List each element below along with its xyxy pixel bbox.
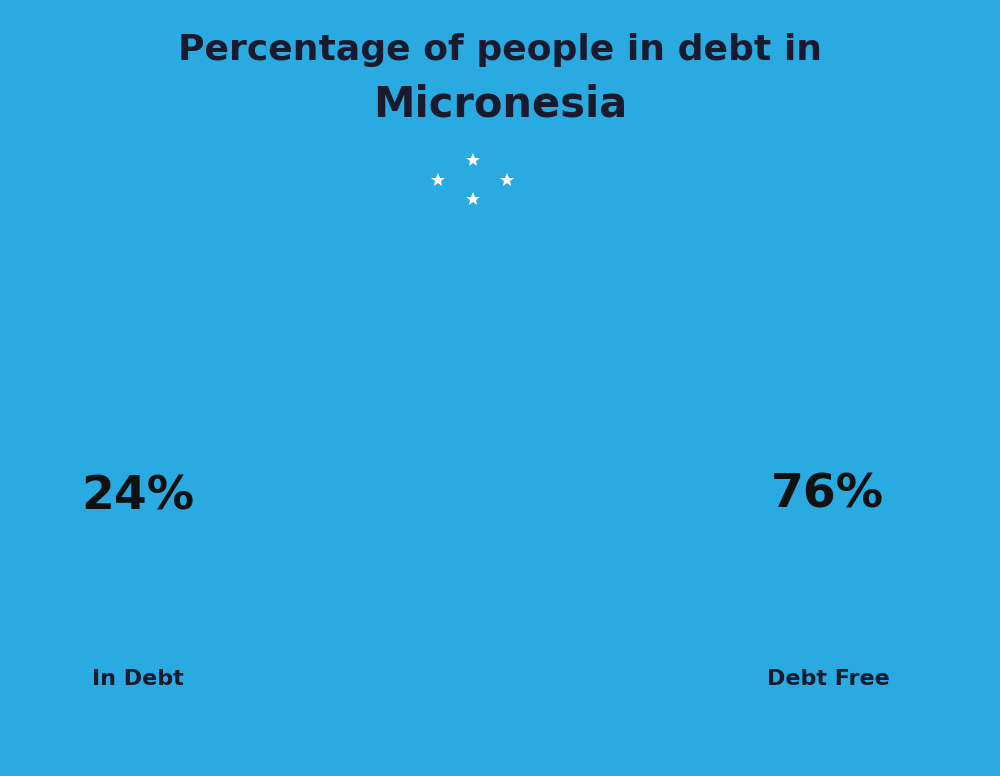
- Text: In Debt: In Debt: [92, 669, 184, 689]
- Text: Micronesia: Micronesia: [373, 84, 627, 126]
- Text: 76%: 76%: [771, 473, 884, 518]
- Text: 24%: 24%: [81, 474, 194, 519]
- Text: Percentage of people in debt in: Percentage of people in debt in: [178, 33, 822, 68]
- Text: Debt Free: Debt Free: [767, 669, 889, 689]
